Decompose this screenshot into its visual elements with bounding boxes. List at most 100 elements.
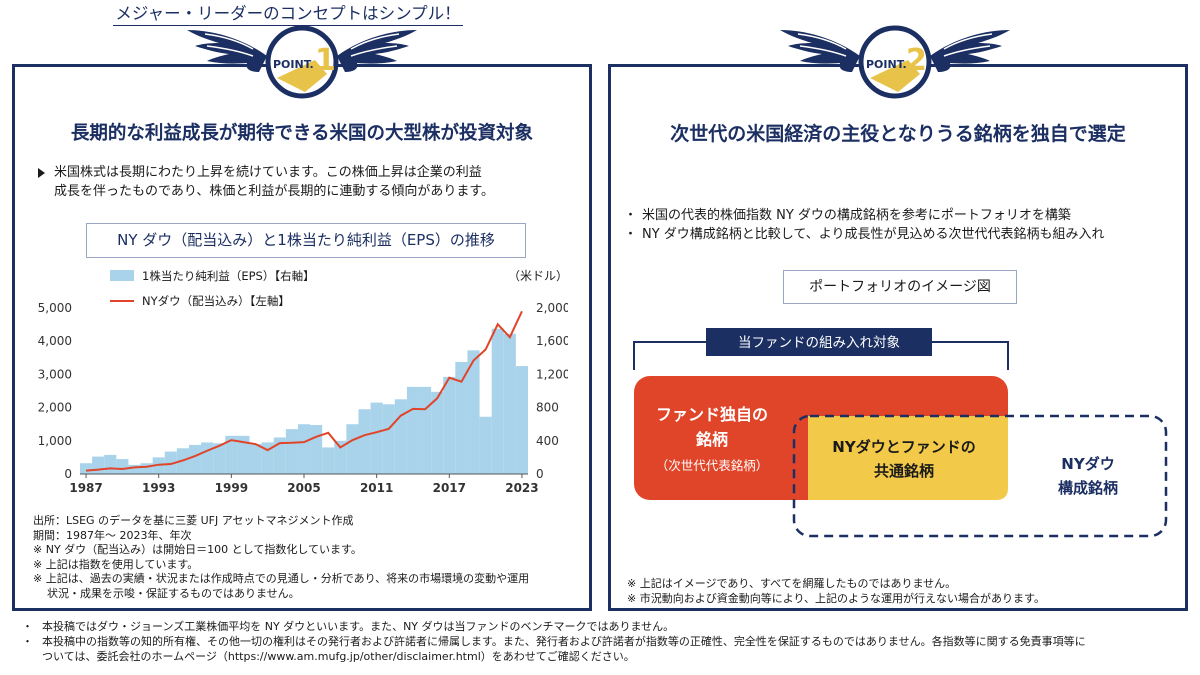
x-tick-label: 2023 — [505, 481, 538, 495]
wings-icon — [187, 30, 417, 72]
eps-bar — [346, 424, 359, 474]
eps-bar — [164, 451, 177, 474]
point-2-number: 2 — [906, 43, 927, 78]
x-tick-label: 1993 — [142, 481, 175, 495]
eps-bars — [80, 328, 528, 474]
panel-1-heading: 長期的な利益成長が期待できる米国の大型株が投資対象 — [70, 123, 534, 144]
note-source: 出所：LSEG のデータを基に三菱 UFJ アセットマネジメント作成 — [33, 514, 354, 527]
dow-line-2: 構成銘柄 — [1058, 479, 1118, 497]
right-tick-label: 400 — [536, 434, 559, 448]
right-axis-unit: （米ドル） — [508, 269, 568, 283]
right-tick-label: 1,600 — [536, 334, 568, 348]
footer-line-1: 本投稿ではダウ・ジョーンズ工業株価平均を NY ダウといいます。また、NY ダウ… — [22, 619, 1192, 634]
eps-bar — [491, 328, 504, 474]
eps-bar — [297, 424, 311, 474]
eps-bar — [128, 464, 141, 474]
intro-line-1: 米国株式は長期にわたり上昇を続けています。この株価上昇は企業の利益 — [54, 165, 482, 180]
point-item: NY ダウ構成銘柄と比較して、より成長性が見込める次世代代表銘柄も組み入れ — [624, 225, 1184, 244]
fund-only-line-1: ファンド独自の — [656, 405, 768, 424]
eps-bar — [431, 391, 444, 474]
x-tick-label: 2005 — [287, 481, 320, 495]
note-disclaimer-2: 状況・成果を示唆・保証するものではありません。 — [47, 586, 300, 600]
note-index: ※ NY ダウ（配当込み）は開始日＝100 として指数化しています。 — [33, 543, 362, 556]
dow-constituents-outline — [792, 414, 1168, 538]
chart-axes: 0 1,000 2,000 3,000 4,000 5,000 0 400 800 1,200 1,… — [38, 301, 568, 495]
eps-bar — [201, 442, 214, 474]
point-2-badge: POINT. 2 — [780, 25, 1010, 99]
point-1-number: 1 — [315, 43, 336, 78]
x-tick-label: 1999 — [215, 481, 248, 495]
panel-1-notes: 出所：LSEG のデータを基に三菱 UFJ アセットマネジメント作成 期間：19… — [33, 514, 588, 601]
panel-2-subtitle: メジャー・リーダーのコンセプトはシンプル！ — [0, 0, 576, 26]
dow-series-line — [85, 310, 523, 472]
x-tick-label: 1987 — [69, 481, 102, 495]
left-tick-label: 2,000 — [38, 401, 72, 415]
eps-bar — [140, 463, 153, 474]
eps-bar — [455, 361, 468, 474]
fund-only-line-2: 銘柄 — [696, 430, 728, 449]
note-disclaimer-1: ※ 上記は、過去の実績・状況または作成時点での見通し・分析であり、将来の市場環境… — [33, 572, 530, 585]
chart-title: NY ダウ（配当込み）と1株当たり純利益（EPS）の推移 — [86, 223, 526, 258]
left-tick-label: 1,000 — [38, 434, 72, 448]
eps-bar — [80, 463, 93, 474]
eps-bar — [443, 376, 456, 474]
triangle-bullet-icon — [38, 168, 45, 178]
eps-bar — [273, 437, 286, 474]
footer-line-2: 本投稿中の指数等の知的所有権、その他一切の権利はその発行者および許諾者に帰属しま… — [22, 634, 1192, 649]
footer-disclaimer: 本投稿ではダウ・ジョーンズ工業株価平均を NY ダウといいます。また、NY ダウ… — [22, 619, 1192, 664]
left-tick-label: 3,000 — [38, 367, 72, 381]
note-period: 期間：1987年～ 2023年、年次 — [33, 528, 192, 542]
panel-2-points: 米国の代表的株価指数 NY ダウの構成銘柄を参考にポートフォリオを構築 NY ダ… — [624, 206, 1184, 244]
portfolio-diagram: 当ファンドの組み入れ対象 ファンド独自の 銘柄 （次世代代表銘柄） NYダウとフ… — [633, 328, 1168, 538]
eps-bar — [406, 386, 420, 474]
point-1-label: POINT. — [273, 58, 314, 71]
chart-legend: 1株当たり純利益（EPS）【右軸】 NYダウ（配当込み）【左軸】 — [110, 269, 315, 308]
eps-bar — [370, 402, 383, 474]
legend-bar-swatch — [110, 270, 134, 281]
bracket-label: 当ファンドの組み入れ対象 — [738, 335, 900, 351]
left-tick-label: 5,000 — [38, 301, 72, 315]
right-tick-label: 0 — [536, 467, 544, 481]
panel-2-notes: ※ 上記はイメージであり、すべてを網羅したものではありません。 ※ 市況動向およ… — [627, 577, 1182, 606]
eps-bar — [285, 429, 298, 474]
eps-bar — [249, 444, 262, 474]
eps-bar — [92, 456, 105, 474]
legend-eps-label: 1株当たり純利益（EPS）【右軸】 — [142, 269, 315, 283]
right-tick-label: 800 — [536, 401, 559, 415]
eps-bar — [310, 425, 323, 474]
note-market: ※ 市況動向および資金動向等により、上記のような運用が行えない場合があります。 — [627, 591, 1045, 605]
intro-line-2: 成長を伴ったものであり、株価と利益が長期的に連動する傾向があります。 — [54, 184, 495, 199]
legend-dow-label: NYダウ（配当込み）【左軸】 — [142, 294, 290, 308]
bracket-label-box — [706, 328, 932, 356]
point-2-label: POINT. — [866, 58, 907, 71]
note-image: ※ 上記はイメージであり、すべてを網羅したものではありません。 — [627, 577, 957, 590]
wings-icon — [780, 30, 1010, 72]
right-tick-label: 2,000 — [536, 301, 568, 315]
dow-line — [85, 310, 523, 472]
x-tick-label: 2017 — [433, 481, 466, 495]
left-tick-label: 4,000 — [38, 334, 72, 348]
eps-bar — [104, 454, 117, 474]
eps-bar — [188, 444, 202, 474]
eps-bar — [237, 435, 250, 474]
left-tick-label: 0 — [64, 467, 72, 481]
x-tick-label: 2011 — [360, 481, 393, 495]
eps-bar — [225, 435, 238, 474]
eps-bar — [503, 333, 516, 474]
eps-bar — [479, 416, 492, 474]
eps-bar — [358, 409, 371, 474]
eps-bar — [116, 459, 129, 474]
footer-line-3: ついては、委託会社のホームページ（https://www.am.mufg.jp/… — [42, 650, 635, 663]
eps-bar — [261, 442, 274, 474]
common-area — [808, 416, 1008, 500]
right-tick-label: 1,200 — [536, 367, 568, 381]
point-item: 米国の代表的株価指数 NY ダウの構成銘柄を参考にポートフォリオを構築 — [624, 206, 1184, 225]
portfolio-title: ポートフォリオのイメージ図 — [783, 270, 1017, 304]
eps-bar — [322, 447, 335, 474]
eps-bar — [213, 443, 226, 474]
point-1-badge: POINT. 1 — [187, 25, 417, 99]
note-indices-used: ※ 上記は指数を使用しています。 — [33, 557, 199, 571]
eps-bar — [467, 350, 480, 474]
eps-bar — [382, 404, 395, 474]
eps-bar — [515, 366, 528, 474]
